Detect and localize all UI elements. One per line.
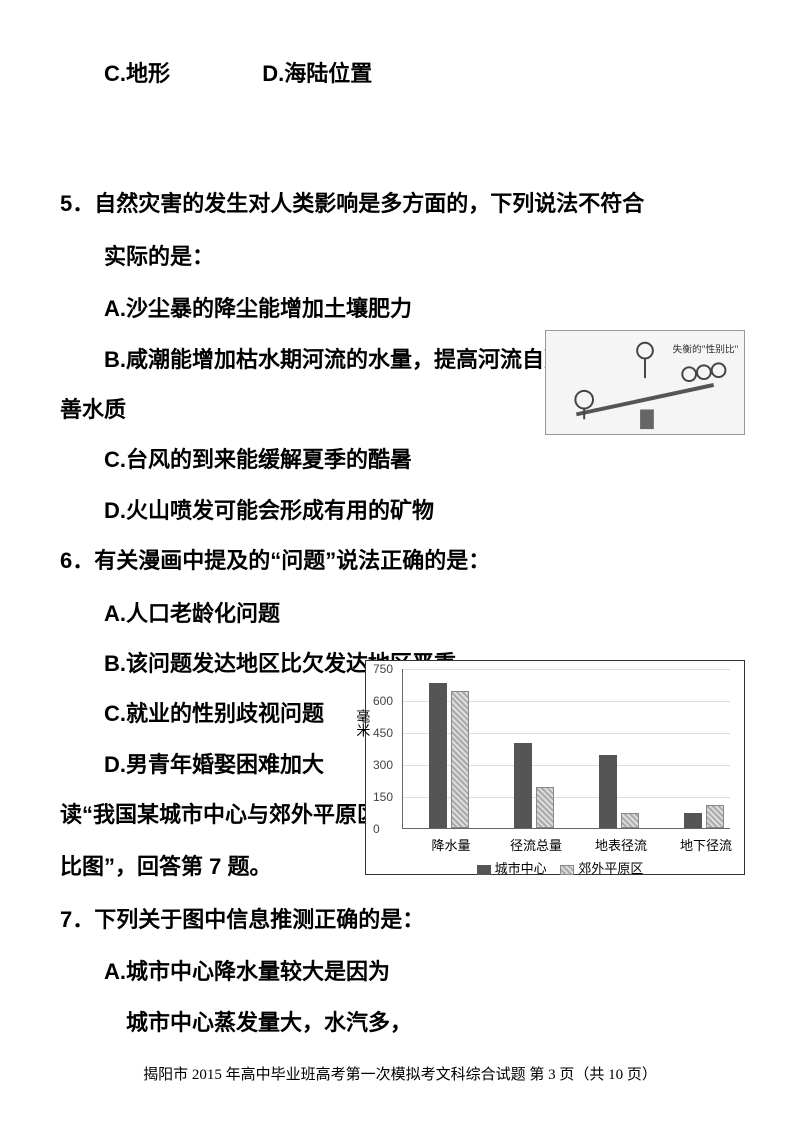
chart-xcategory: 地下径流 <box>680 832 732 861</box>
opt-c-label: C.地形 <box>104 61 170 86</box>
bar-chart: 毫米 0150300450600750降水量径流总量地表径流地下径流 城市中心 … <box>365 660 745 875</box>
legend-city-label: 城市中心 <box>495 861 547 876</box>
cartoon-svg: 失衡的"性别比" <box>546 331 744 434</box>
chart-xcategory: 降水量 <box>431 832 470 861</box>
chart-xcategory: 地表径流 <box>595 832 647 861</box>
page-footer: 揭阳市 2015 年高中毕业班高考第一次模拟考文科综合试题 第 3 页（共 10… <box>0 1059 800 1092</box>
chart-bar-city <box>514 743 532 828</box>
q7-opt-a-line1: A.城市中心降水量较大是因为 <box>60 948 740 996</box>
chart-bar-suburb <box>621 813 639 828</box>
chart-bar-suburb <box>451 691 469 828</box>
chart-gridline <box>403 669 730 670</box>
q5-stem-line1: 5．自然灾害的发生对人类影响是多方面的，下列说法不符合 <box>60 180 740 228</box>
q5-opt-c: C.台风的到来能缓解夏季的酷暑 <box>60 436 740 484</box>
chart-ytick: 150 <box>373 784 393 810</box>
option-c-prev: C.地形 D.海陆位置 <box>60 50 740 98</box>
legend-suburb-label: 郊外平原区 <box>578 861 643 876</box>
chart-ytick: 750 <box>373 656 393 682</box>
chart-ytick: 0 <box>373 816 380 842</box>
q5-stem-line2: 实际的是： <box>60 233 740 281</box>
q5-opt-d: D.火山喷发可能会形成有用的矿物 <box>60 487 740 535</box>
opt-d-label: D.海陆位置 <box>262 61 372 86</box>
chart-bar-suburb <box>536 787 554 828</box>
cartoon-caption: 失衡的"性别比" <box>672 343 738 356</box>
q6-stem: 6．有关漫画中提及的“问题”说法正确的是： <box>60 537 740 585</box>
legend-swatch-city <box>477 865 491 875</box>
chart-bar-suburb <box>706 805 724 828</box>
chart-bar-city <box>684 813 702 828</box>
cartoon-image: 失衡的"性别比" <box>545 330 745 435</box>
q5-opt-a: A.沙尘暴的降尘能增加土壤肥力 <box>60 285 740 333</box>
chart-xcategory: 径流总量 <box>510 832 562 861</box>
chart-ylabel: 毫米 <box>355 709 370 737</box>
q6-opt-a: A.人口老龄化问题 <box>60 590 740 638</box>
q7-opt-a-line2: 城市中心蒸发量大，水汽多， <box>60 999 740 1047</box>
chart-bar-city <box>599 755 617 828</box>
chart-ytick: 600 <box>373 688 393 714</box>
spacer <box>60 100 740 180</box>
q7-stem: 7．下列关于图中信息推测正确的是： <box>60 896 740 944</box>
chart-plot-area: 毫米 0150300450600750降水量径流总量地表径流地下径流 <box>402 669 730 829</box>
chart-ytick: 450 <box>373 720 393 746</box>
legend-swatch-suburb <box>560 865 574 875</box>
chart-bar-city <box>429 683 447 828</box>
chart-ytick: 300 <box>373 752 393 778</box>
